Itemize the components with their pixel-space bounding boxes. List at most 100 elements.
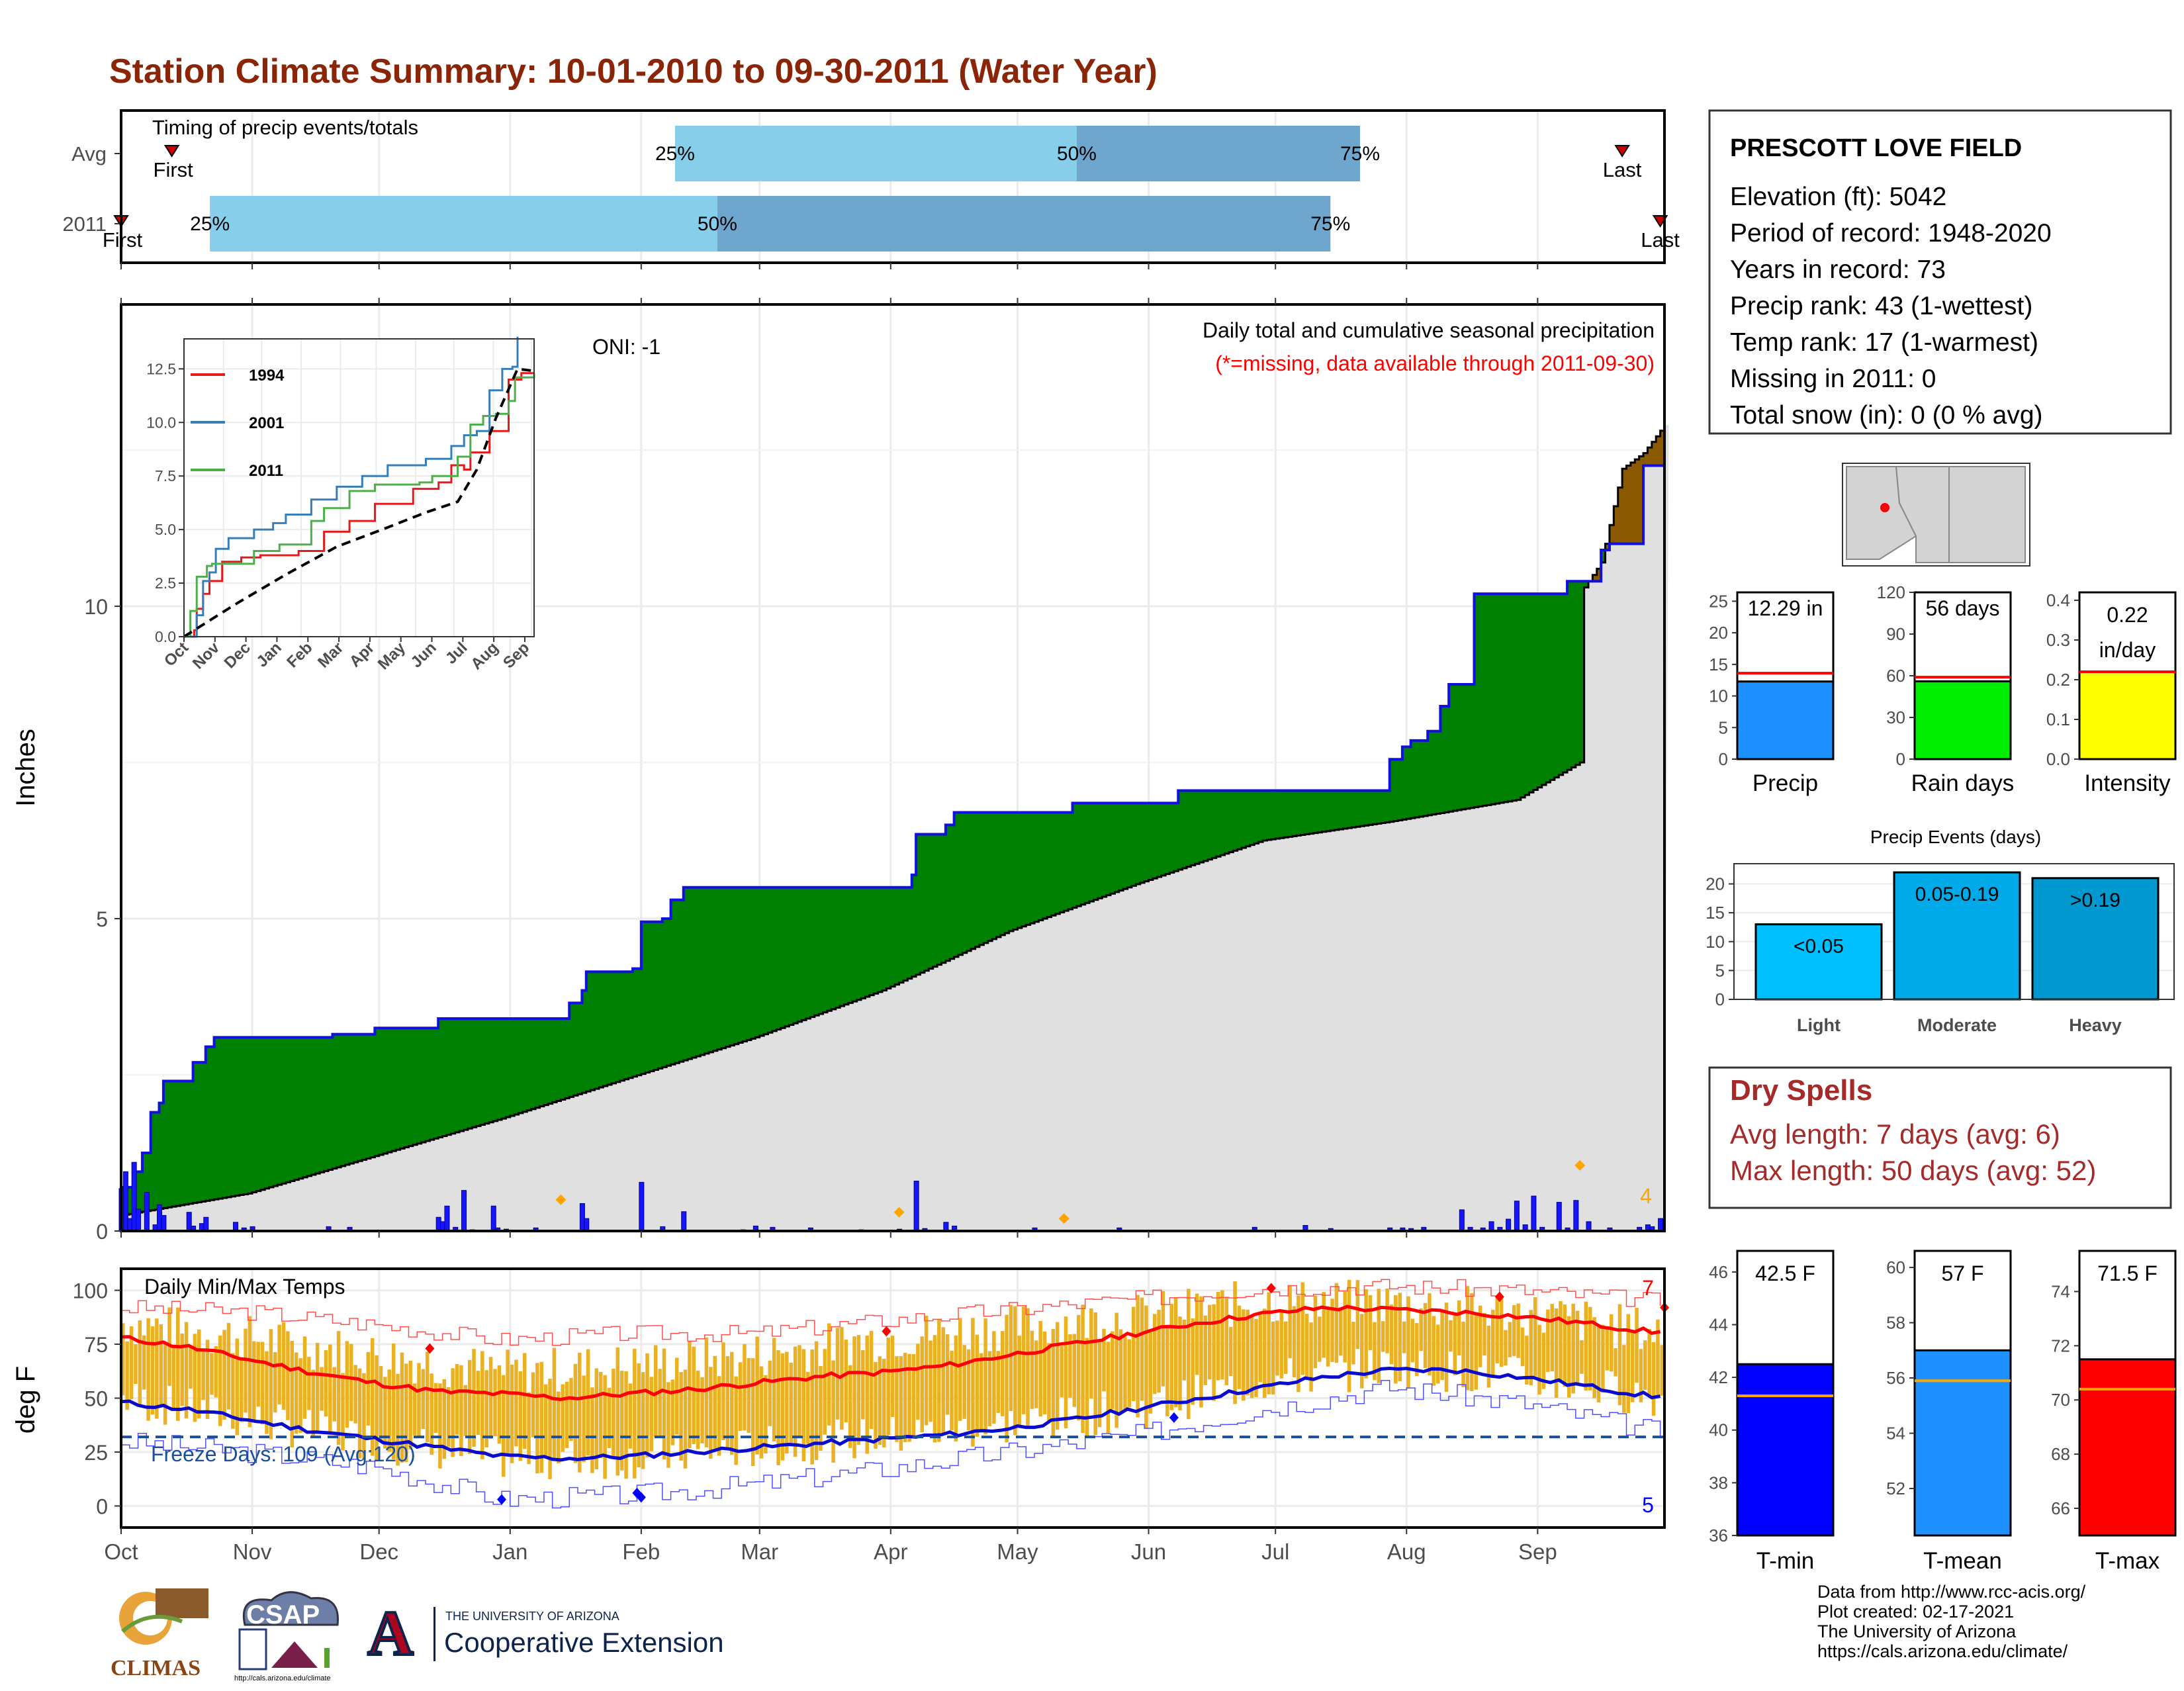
timing-bar-q2 [1076, 126, 1360, 181]
ua-letter: A [366, 1596, 414, 1670]
temp-summary-ytick-label: 44 [1709, 1314, 1728, 1334]
station-info-line: Period of record: 1948-2020 [1730, 219, 2052, 248]
summary-bar-2 [2078, 670, 2177, 760]
inset-ytick-label: 12.5 [146, 360, 176, 377]
station-box-frame [1708, 109, 2172, 435]
avg-tmin-line [120, 1366, 1661, 1462]
last-event-label: Last [1603, 158, 1642, 181]
inset-ytick-label: 7.5 [155, 467, 176, 484]
daily-precip-bar [1506, 1218, 1512, 1232]
daily-precip-bar [490, 1205, 496, 1232]
summary-ytick-label: 15 [1709, 655, 1728, 674]
dry-spells-avg: Avg length: 7 days (avg: 6) [1730, 1119, 2060, 1150]
precip-ylabel: Inches [11, 729, 40, 807]
temp-summary-label: T-max [2095, 1548, 2160, 1574]
timing-row-label: 2011 [62, 212, 107, 236]
events-bar-label: 0.05-0.19 [1915, 884, 1999, 905]
summary-ytick-label: 20 [1709, 623, 1728, 643]
daily-precip-bar [444, 1205, 450, 1232]
temp-summary-ytick-label: 52 [1886, 1479, 1905, 1498]
daily-precip-bar [461, 1190, 467, 1232]
temp-xtick-label: Nov [233, 1539, 272, 1564]
events-bar-heavy [2031, 877, 2160, 1001]
temp-summary-label: T-min [1756, 1548, 1815, 1574]
cumulative-precip-panel: 4 0 5 10 Inches Daily total and cumulative se… [11, 298, 1669, 1244]
precip-frame [120, 303, 1666, 1232]
timing-bar-q1 [674, 126, 1077, 181]
figure-title: Station Climate Summary: 10-01-2010 to 0… [109, 52, 1158, 91]
csap-logo-text: CSAP [246, 1600, 320, 1629]
temp-summary-ytick-label: 38 [1709, 1473, 1728, 1492]
temp-xtick-label: Mar [741, 1539, 778, 1564]
station-location-dot [1880, 503, 1889, 512]
temp-summary-bar-2 [2078, 1358, 2177, 1537]
summary-ytick-label: 0.1 [2046, 709, 2070, 729]
ua-divider [433, 1607, 435, 1661]
daily-precip-bar [203, 1216, 209, 1232]
timing-q50-label: 50% [698, 213, 737, 235]
dry-spells-box: Dry Spells Avg length: 7 days (avg: 6) Max… [1708, 1066, 2172, 1209]
temp-xtick-label: May [997, 1539, 1038, 1564]
summary-ytick-label: 30 [1886, 708, 1905, 727]
temp-summary-value: 42.5 F [1755, 1261, 1815, 1285]
csap-logo-mark [238, 1591, 339, 1670]
daily-precip-bar [1531, 1195, 1537, 1232]
station-info-line: Elevation (ft): 5042 [1730, 183, 1946, 211]
temp-xtick-label: Jul [1261, 1539, 1289, 1564]
heavy-event-marker [893, 1207, 905, 1218]
summary-bar-label: Precip [1752, 770, 1818, 796]
ua-logo: A THE UNIVERSITY OF ARIZONA Cooperative … [361, 1596, 751, 1674]
record-low-line [121, 1380, 1661, 1509]
events-bar-moderate [1893, 871, 2021, 1001]
timing-q50-label: 50% [1057, 143, 1097, 165]
last-event-label: Last [1641, 228, 1680, 251]
heavy-event-marker [555, 1194, 567, 1205]
temp-xtick-label: Feb [622, 1539, 660, 1564]
temp-summary-label: T-mean [1923, 1548, 2002, 1574]
temp-ytick-label: 100 [73, 1279, 108, 1303]
last-event-marker [1614, 145, 1630, 158]
events-frame [1733, 863, 2175, 1000]
temp-xtick-label: Jan [492, 1539, 527, 1564]
climas-logo: CLIMAS [109, 1582, 215, 1681]
daily-precip-bar [144, 1191, 150, 1232]
summary-bar-label: Rain days [1911, 770, 2015, 796]
events-category-label: Light [1797, 1015, 1841, 1035]
temp-xtick-label: Oct [104, 1539, 138, 1564]
summary-ytick-label: 10 [1709, 686, 1728, 706]
record-low-marker [636, 1492, 646, 1503]
temp-summary-ytick-label: 60 [1886, 1257, 1905, 1277]
timing-row-label: Avg [71, 142, 107, 165]
record-low-count: 5 [1642, 1493, 1654, 1517]
precip-header: Daily total and cumulative seasonal prec… [1203, 318, 1655, 342]
summary-ytick-label: 0 [1896, 749, 1905, 769]
summary-bar-value: 12.29 in [1748, 596, 1823, 620]
temp-ytick-label: 0 [96, 1494, 108, 1518]
ua-extension: Cooperative Extension [444, 1627, 724, 1658]
temp-xtick-label: Sep [1518, 1539, 1557, 1564]
precip-ytick-label: 10 [84, 595, 108, 619]
avg-tmax-line [120, 1304, 1661, 1401]
inset-series-2001 [184, 336, 519, 638]
daily-precip-bar [681, 1211, 687, 1232]
summary-ytick-label: 0.4 [2046, 590, 2070, 610]
dry-spells-max: Max length: 50 days (avg: 52) [1730, 1155, 2096, 1186]
events-bar-label: <0.05 [1794, 936, 1844, 958]
station-info-box: PRESCOTT LOVE FIELD Elevation (ft): 5042 P… [1708, 109, 2172, 435]
temp-summary-ytick-label: 40 [1709, 1420, 1728, 1440]
station-info-line: Precip rank: 43 (1-wettest) [1730, 292, 2032, 320]
station-info-line: Temp rank: 17 (1-warmest) [1730, 328, 2038, 357]
record-high-marker [1494, 1291, 1504, 1303]
events-bar-light [1754, 923, 1883, 1001]
first-event-label: First [103, 228, 143, 251]
record-high-marker [882, 1326, 891, 1337]
inset-average-line [183, 367, 535, 638]
daily-precip-bar [1586, 1221, 1592, 1232]
station-info-line: Missing in 2011: 0 [1730, 365, 1936, 393]
summary-ytick-label: 0.0 [2046, 749, 2070, 769]
events-ytick-label: 20 [1706, 874, 1725, 894]
inset-ytick-label: 2.5 [155, 574, 176, 592]
record-low-marker [497, 1494, 507, 1505]
climas-logo-mark [119, 1588, 208, 1645]
daily-precip-bar [584, 1218, 590, 1232]
